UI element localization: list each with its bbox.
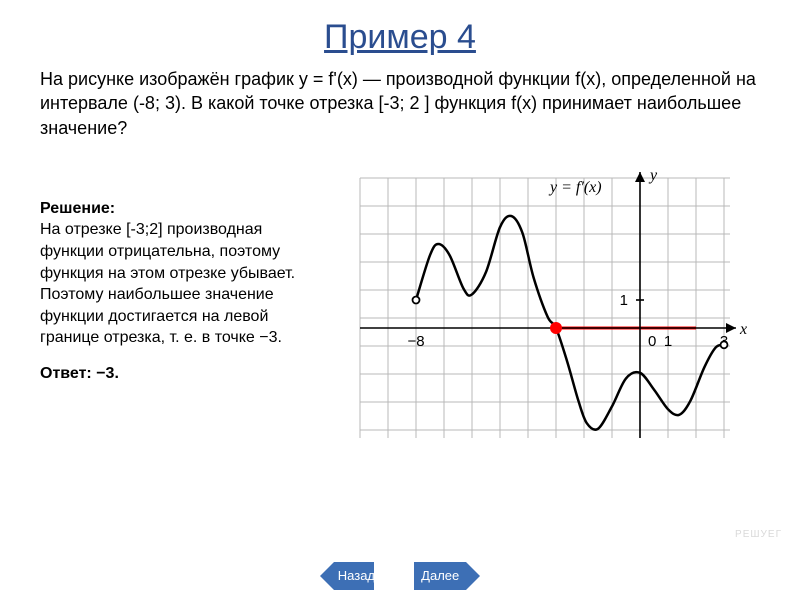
svg-text:0: 0 bbox=[648, 333, 656, 350]
svg-text:1: 1 bbox=[620, 292, 628, 309]
derivative-chart: −81310xyy = f′(x) bbox=[330, 158, 750, 458]
solution-block: Решение: На отрезке [-3;2] производная ф… bbox=[40, 158, 330, 385]
solution-label: Решение: bbox=[40, 198, 330, 220]
svg-text:x: x bbox=[739, 321, 747, 338]
problem-text: На рисунке изображён график y = f'(x) — … bbox=[0, 67, 800, 140]
svg-text:1: 1 bbox=[664, 333, 672, 350]
svg-text:y = f′(x): y = f′(x) bbox=[548, 179, 602, 196]
back-button[interactable]: Назад bbox=[334, 562, 374, 590]
watermark: РЕШУЕГ bbox=[735, 529, 782, 540]
svg-text:−8: −8 bbox=[407, 333, 424, 350]
nav-bar: Назад Далее bbox=[0, 562, 800, 590]
page-title: Пример 4 bbox=[0, 0, 800, 67]
answer-label: Ответ: −3. bbox=[40, 363, 330, 385]
content-row: Решение: На отрезке [-3;2] производная ф… bbox=[0, 158, 800, 385]
solution-text: На отрезке [-3;2] производная функции от… bbox=[40, 219, 330, 349]
next-button[interactable]: Далее bbox=[414, 562, 466, 590]
svg-text:y: y bbox=[648, 167, 658, 184]
